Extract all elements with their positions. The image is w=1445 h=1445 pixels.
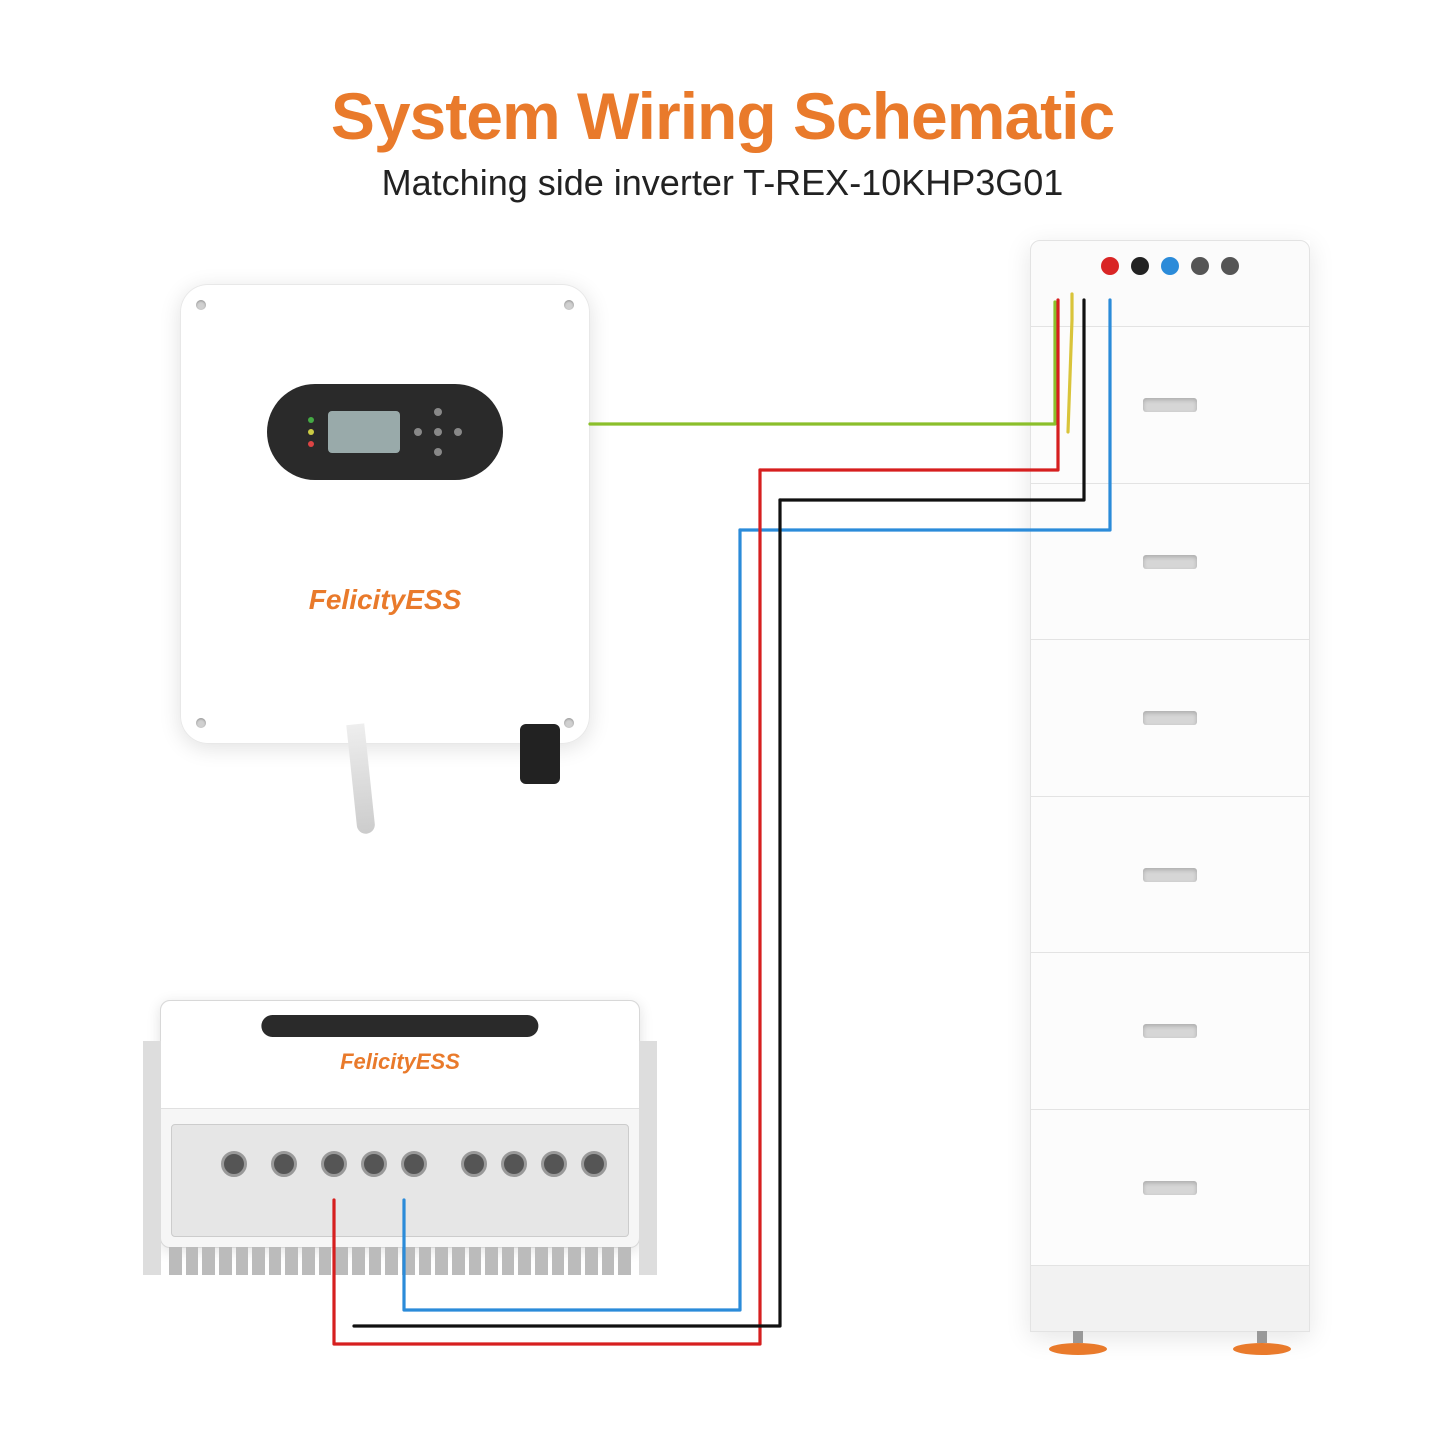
port-icon [271,1151,297,1177]
battery-module [1030,484,1310,641]
heatsink-side [639,1041,657,1275]
battery-module [1030,797,1310,954]
foot-icon [1233,1331,1291,1355]
screw-icon [196,300,206,310]
terminal-icon [1101,257,1119,275]
screw-icon [564,718,574,728]
battery-module [1030,640,1310,797]
module-handle [1143,1181,1197,1195]
heatsink-fins [161,1247,639,1275]
battery-top-cap [1030,240,1310,327]
port-icon [361,1151,387,1177]
page-title: System Wiring Schematic [0,0,1445,154]
inverter-bottom-faceplate: FelicityESS [161,1001,639,1109]
inverter-top: FelicityESS [180,284,590,744]
module-handle [1143,1024,1197,1038]
page-subtitle: Matching side inverter T-REX-10KHP3G01 [0,162,1445,204]
battery-module [1030,327,1310,484]
inverter-display [267,384,503,480]
module-handle [1143,868,1197,882]
terminal-icon [1131,257,1149,275]
inverter-bottom: FelicityESS [160,1000,640,1248]
port-icon [321,1151,347,1177]
battery-terminals [1031,241,1309,275]
battery-module [1030,953,1310,1110]
brand-label: FelicityESS [340,1049,460,1075]
module-handle [1143,711,1197,725]
terminal-icon [1221,257,1239,275]
foot-icon [1049,1331,1107,1355]
battery-module [1030,1110,1310,1267]
cable-icon [346,723,375,834]
port-icon [401,1151,427,1177]
terminal-icon [1161,257,1179,275]
screw-icon [564,300,574,310]
port-icon [501,1151,527,1177]
module-handle [1143,398,1197,412]
terminal-icon [1191,257,1209,275]
port-icon [581,1151,607,1177]
display-strip [261,1015,538,1037]
connector-icon [520,724,560,784]
lcd-screen [328,411,400,453]
port-row [171,1124,629,1237]
port-icon [541,1151,567,1177]
heatsink-side [143,1041,161,1275]
battery-stack [1030,240,1310,1332]
led-indicators [308,417,314,447]
brand-label: FelicityESS [309,584,462,616]
port-icon [461,1151,487,1177]
module-handle [1143,555,1197,569]
screw-icon [196,718,206,728]
port-icon [221,1151,247,1177]
dpad-controls [414,408,462,456]
stack-base [1030,1266,1310,1332]
